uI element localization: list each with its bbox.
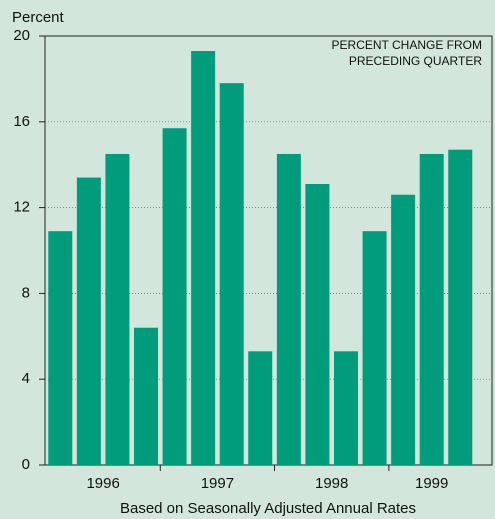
x-axis-label: Based on Seasonally Adjusted Annual Rate… (120, 500, 416, 517)
annotation: PRECEDING QUARTER (349, 54, 482, 68)
bar (248, 351, 273, 465)
y-tick-label: 20 (13, 27, 30, 44)
bar (105, 153, 130, 465)
bar (419, 153, 444, 465)
bar (76, 177, 101, 465)
bar (219, 83, 244, 465)
bar (133, 327, 158, 465)
x-group-label: 1998 (315, 475, 348, 492)
bar (362, 231, 387, 465)
bar (276, 153, 301, 465)
bar (333, 351, 358, 465)
bar (391, 194, 416, 466)
y-axis-label: Percent (12, 9, 65, 26)
y-tick-label: 16 (13, 113, 30, 130)
x-group-label: 1997 (201, 475, 234, 492)
y-tick-label: 8 (22, 284, 30, 301)
bar (305, 184, 330, 465)
bar (48, 231, 73, 465)
bar (191, 51, 216, 465)
bar (162, 128, 187, 466)
bar (448, 149, 473, 465)
y-tick-label: 4 (22, 370, 30, 387)
y-tick-label: 12 (13, 199, 30, 216)
annotation: PERCENT CHANGE FROM (332, 38, 482, 52)
x-group-label: 1999 (415, 475, 448, 492)
x-group-label: 1996 (86, 475, 119, 492)
y-tick-label: 0 (22, 456, 30, 473)
